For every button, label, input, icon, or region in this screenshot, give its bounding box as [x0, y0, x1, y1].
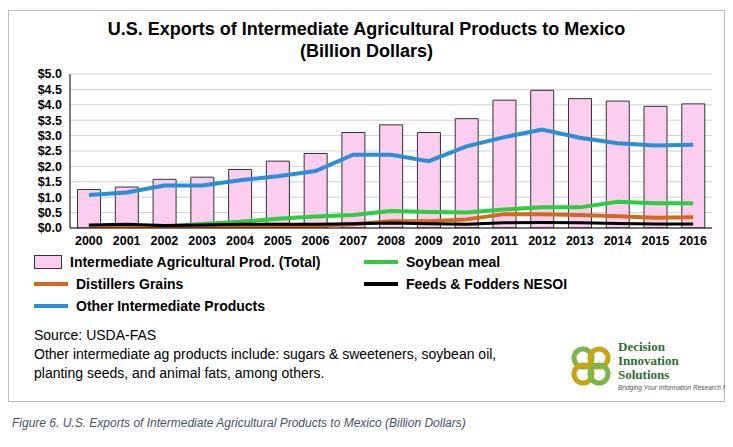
svg-text:2006: 2006 — [302, 234, 330, 248]
svg-text:$0.0: $0.0 — [38, 221, 62, 235]
svg-text:2011: 2011 — [491, 234, 518, 248]
svg-text:$1.0: $1.0 — [38, 191, 62, 205]
svg-text:2010: 2010 — [453, 234, 481, 248]
svg-text:$1.5: $1.5 — [38, 175, 62, 189]
html-text:Figure 6. U.S. Exports of Inte: Figure 6. U.S. Exports of Intermediate A… — [12, 416, 466, 430]
html-text:Feeds & Fodders NESOI: Feeds & Fodders NESOI — [406, 276, 567, 292]
html-text:Decision: Decision — [618, 339, 665, 354]
svg-text:2012: 2012 — [528, 234, 556, 248]
svg-text:2004: 2004 — [226, 234, 254, 248]
svg-text:$3.5: $3.5 — [38, 114, 62, 128]
html-text:(Billion Dollars): (Billion Dollars) — [300, 41, 433, 61]
html-text:Intermediate Agricultural Prod: Intermediate Agricultural Prod. (Total) — [70, 254, 321, 270]
svg-text:2001: 2001 — [113, 234, 141, 248]
html-text:Other Intermediate Products: Other Intermediate Products — [76, 298, 265, 314]
svg-text:$5.0: $5.0 — [38, 67, 62, 81]
html-text:Other intermediate ag products: Other intermediate ag products include: … — [34, 346, 497, 381]
html-text:Distillers Grains: Distillers Grains — [76, 276, 184, 292]
html-text:Solutions: Solutions — [618, 367, 670, 382]
svg-text:2015: 2015 — [641, 234, 669, 248]
svg-text:2016: 2016 — [679, 234, 707, 248]
svg-text:$2.5: $2.5 — [38, 144, 62, 158]
svg-text:2013: 2013 — [566, 234, 594, 248]
svg-text:$4.5: $4.5 — [38, 83, 62, 97]
svg-text:2000: 2000 — [75, 234, 103, 248]
svg-text:2002: 2002 — [151, 234, 179, 248]
svg-text:$2.0: $2.0 — [38, 160, 62, 174]
svg-text:$4.0: $4.0 — [38, 98, 62, 112]
svg-text:$0.5: $0.5 — [38, 206, 62, 220]
html-text:Innovation: Innovation — [618, 353, 679, 368]
html-text:U.S. Exports of Intermediate A: U.S. Exports of Intermediate Agricultura… — [107, 19, 626, 39]
svg-text:2003: 2003 — [188, 234, 216, 248]
html-text:Soybean meal: Soybean meal — [406, 254, 501, 270]
svg-text:2005: 2005 — [264, 234, 292, 248]
svg-text:2008: 2008 — [377, 234, 405, 248]
svg-text:$3.0: $3.0 — [38, 129, 62, 143]
svg-text:2007: 2007 — [339, 234, 367, 248]
svg-text:2009: 2009 — [415, 234, 443, 248]
html-text:Source: USDA-FAS: Source: USDA-FAS — [34, 327, 157, 343]
svg-text:2014: 2014 — [604, 234, 632, 248]
